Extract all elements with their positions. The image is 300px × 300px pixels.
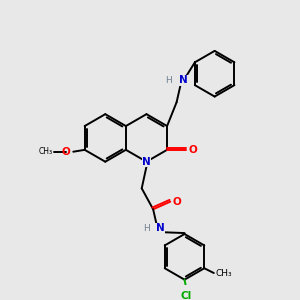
- Text: O: O: [188, 145, 197, 155]
- Text: H: H: [165, 76, 172, 85]
- Text: N: N: [156, 223, 165, 233]
- Text: Cl: Cl: [181, 291, 192, 300]
- Text: H: H: [143, 224, 150, 233]
- Text: O: O: [62, 147, 70, 157]
- Text: N: N: [179, 75, 188, 85]
- Text: O: O: [172, 197, 181, 207]
- Text: N: N: [142, 157, 151, 167]
- Text: CH₃: CH₃: [38, 147, 52, 156]
- Text: CH₃: CH₃: [216, 268, 232, 278]
